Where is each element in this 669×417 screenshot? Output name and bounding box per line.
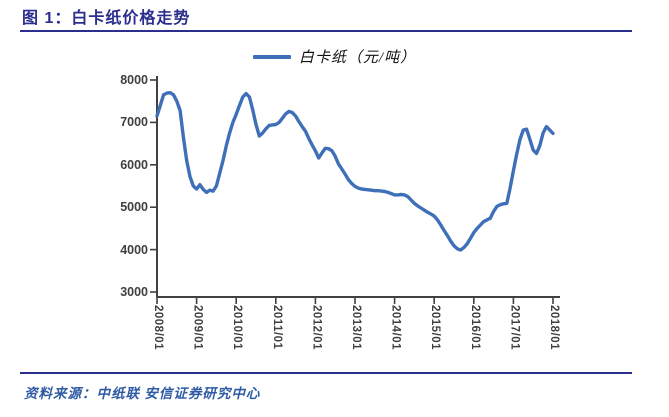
y-tick-label: 8000 [120, 73, 148, 87]
x-tick-label: 2008/01 [152, 305, 164, 351]
y-tick-label: 6000 [120, 157, 148, 172]
x-tick-label: 2012/01 [310, 305, 323, 351]
x-tick-label: 2017/01 [508, 305, 521, 351]
y-tick-label: 4000 [120, 242, 148, 257]
figure-title: 图 1：白卡纸价格走势 [22, 10, 191, 27]
x-tick-label: 2011/01 [270, 305, 283, 350]
x-tick-label: 2014/01 [389, 305, 402, 351]
x-tick-label: 2013/01 [350, 305, 362, 351]
legend-label: 白卡纸（元/吨） [298, 50, 417, 66]
y-tick-label: 7000 [120, 115, 148, 130]
x-tick-label: 2009/01 [191, 305, 204, 351]
footer-rule [20, 372, 632, 374]
price-line-series [155, 90, 555, 252]
title-underline [20, 30, 632, 32]
x-tick-label: 2018/01 [548, 305, 560, 351]
x-tick-label: 2015/01 [429, 305, 442, 351]
legend-line-marker [252, 54, 291, 59]
x-tick-label: 2010/01 [231, 305, 244, 351]
x-tick-label: 2016/01 [468, 305, 481, 351]
source-note: 资料来源：中纸联 安信证券研究中心 [24, 386, 261, 401]
chart-legend: 白卡纸（元/吨） [0, 46, 669, 67]
y-tick-label: 5000 [120, 200, 148, 215]
y-tick-label: 3000 [120, 285, 148, 299]
